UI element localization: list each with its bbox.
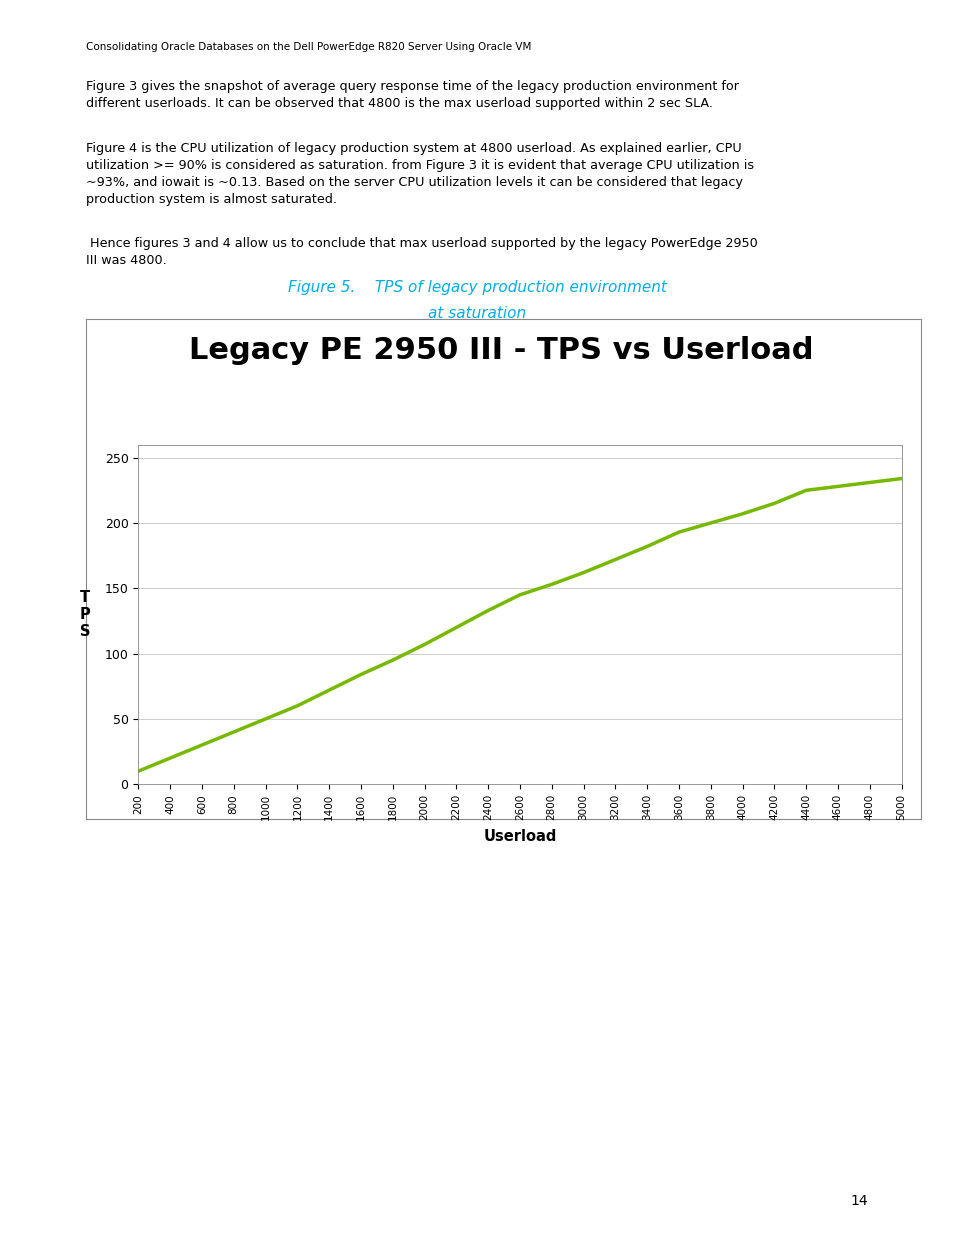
X-axis label: Userload: Userload xyxy=(483,829,556,844)
Text: Figure 3 gives the snapshot of average query response time of the legacy product: Figure 3 gives the snapshot of average q… xyxy=(86,80,738,110)
Text: 14: 14 xyxy=(850,1194,867,1208)
Text: Figure 5.    TPS of legacy production environment: Figure 5. TPS of legacy production envir… xyxy=(287,280,666,295)
Y-axis label: T
P
S: T P S xyxy=(80,589,91,640)
Text: Hence figures 3 and 4 allow us to conclude that max userload supported by the le: Hence figures 3 and 4 allow us to conclu… xyxy=(86,237,757,267)
Text: Legacy PE 2950 III - TPS vs Userload: Legacy PE 2950 III - TPS vs Userload xyxy=(189,336,812,364)
Text: Figure 4 is the CPU utilization of legacy production system at 4800 userload. As: Figure 4 is the CPU utilization of legac… xyxy=(86,142,753,206)
Text: Consolidating Oracle Databases on the Dell PowerEdge R820 Server Using Oracle VM: Consolidating Oracle Databases on the De… xyxy=(86,42,531,52)
Text: at saturation: at saturation xyxy=(428,306,525,321)
